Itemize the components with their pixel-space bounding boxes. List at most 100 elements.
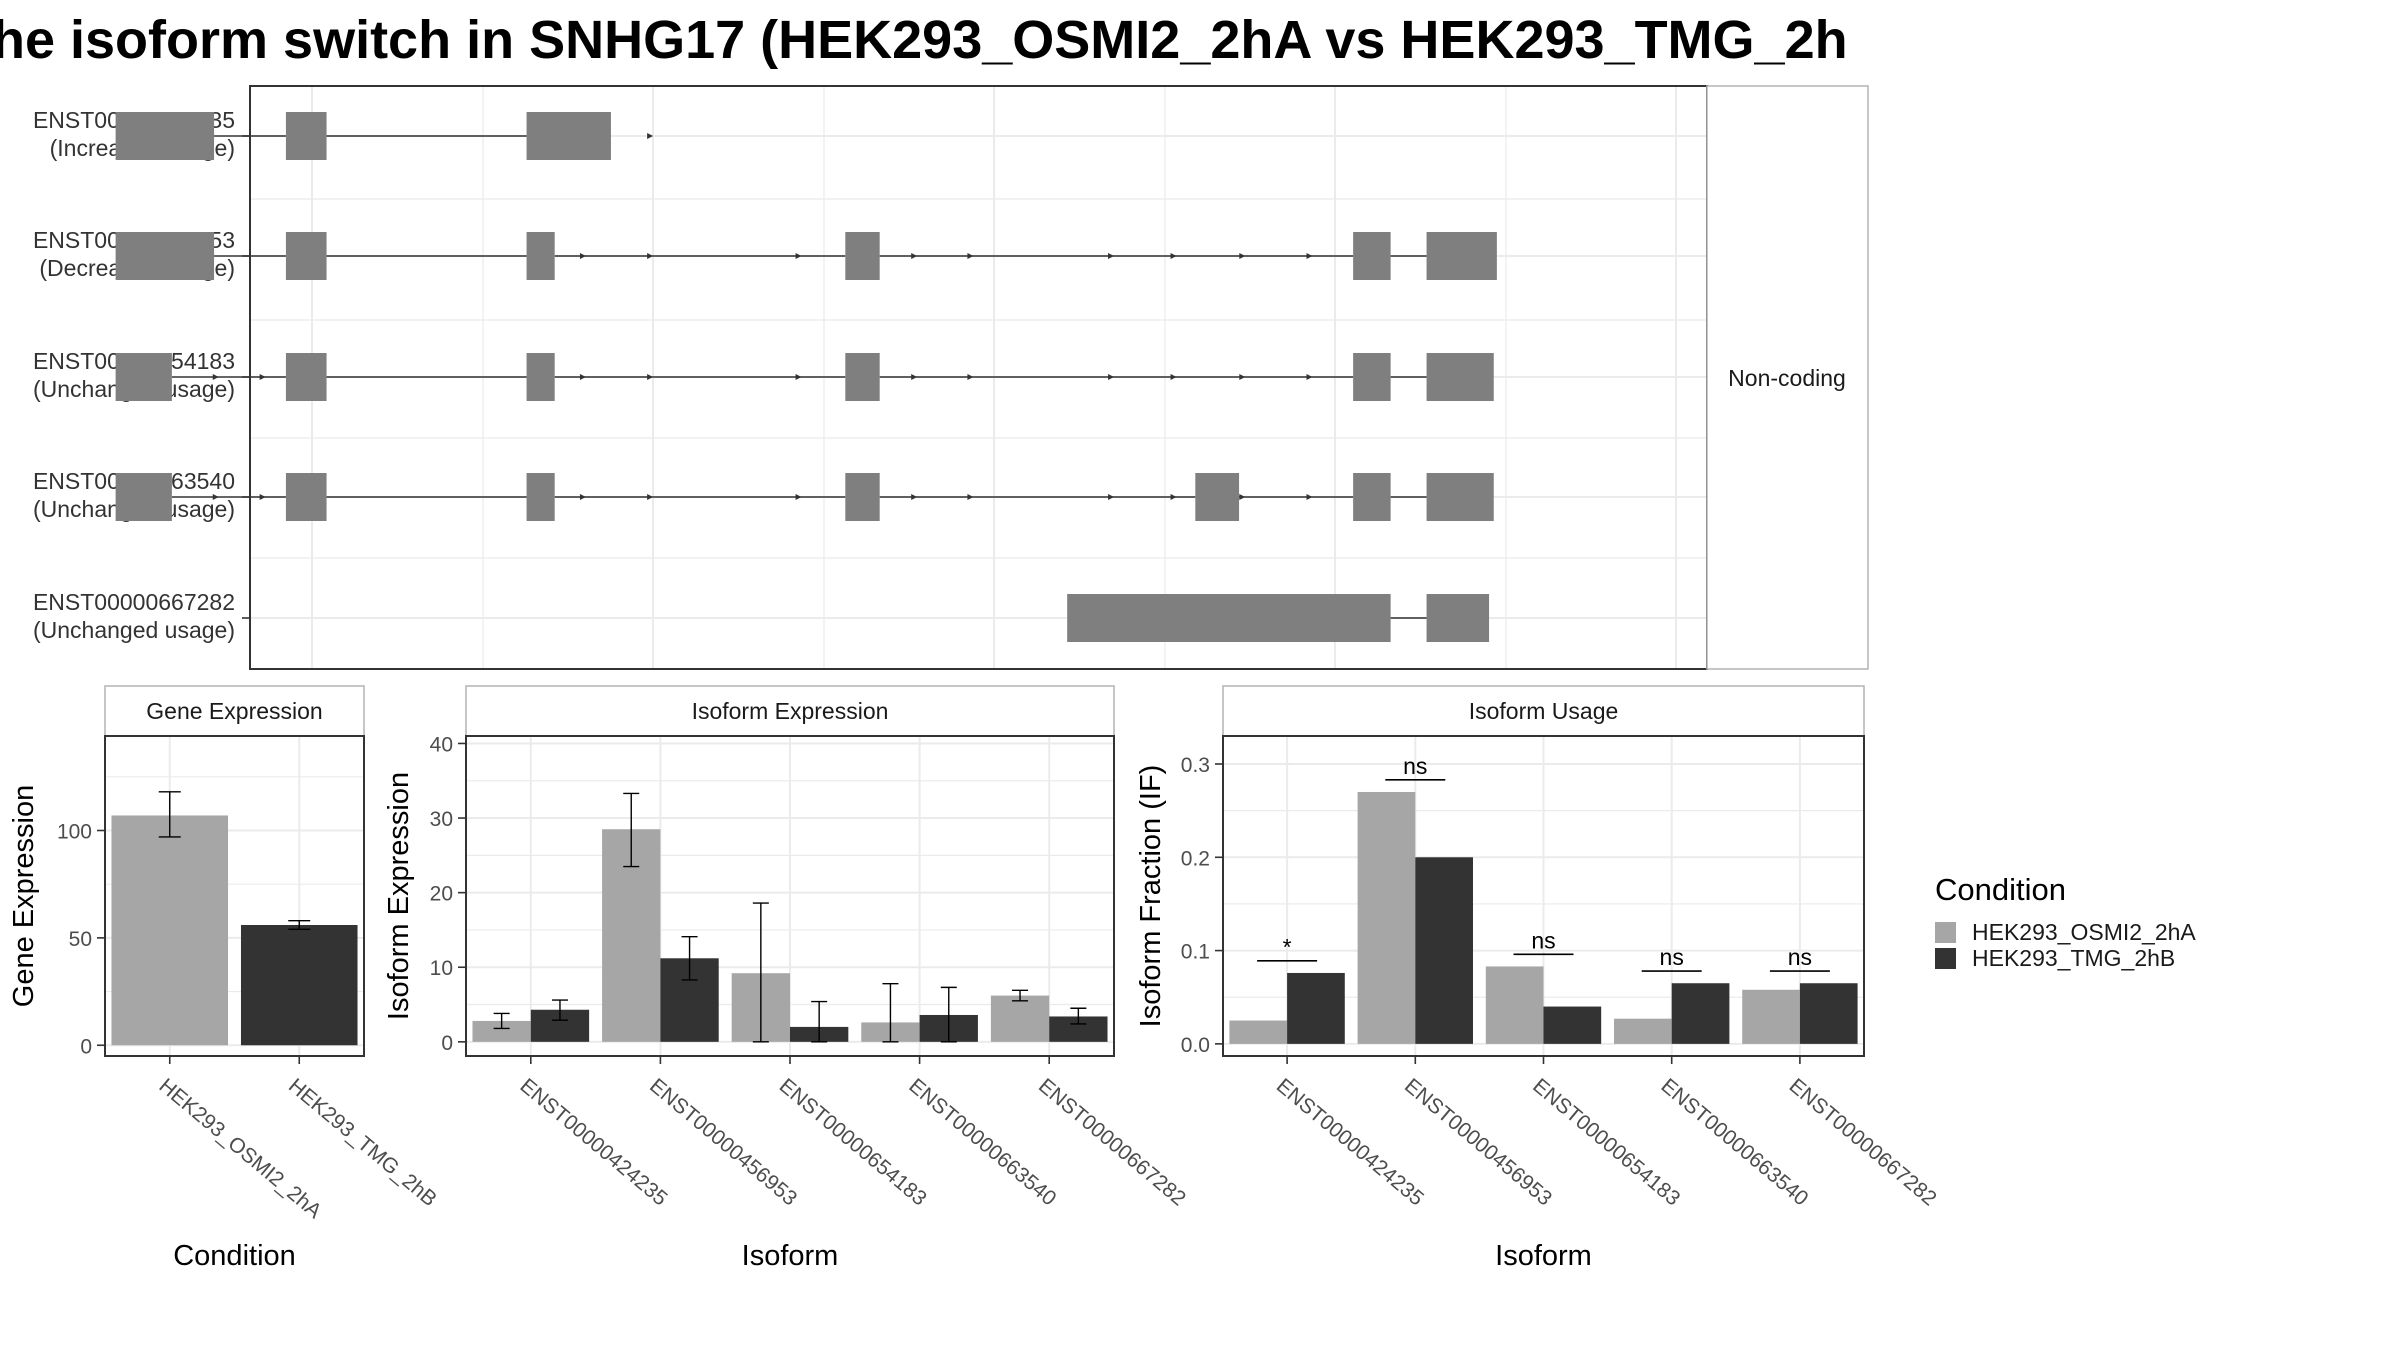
intron-direction-arrow: [212, 494, 219, 500]
y-tick-label: 40: [430, 733, 453, 756]
y-tick-label: 0: [80, 1035, 92, 1058]
bar: [1543, 1006, 1602, 1044]
intron-direction-arrow: [1170, 253, 1177, 259]
intron-direction-arrow: [911, 374, 918, 380]
exon-block: [1067, 594, 1391, 642]
significance-label: ns: [1788, 944, 1812, 970]
legend-label: HEK293_TMG_2hB: [1972, 945, 2175, 971]
y-axis-title: Isoform Fraction (IF): [1135, 765, 1167, 1028]
bar: [1742, 989, 1800, 1044]
intron-direction-arrow: [795, 374, 802, 380]
exon-block: [1426, 232, 1497, 280]
intron-direction-arrow: [1170, 494, 1177, 500]
coding-strip-label: Non-coding: [1728, 365, 1846, 391]
intron-direction-arrow: [259, 374, 266, 380]
intron-direction-arrow: [1108, 374, 1115, 380]
significance-label: ns: [1531, 927, 1555, 953]
intron-direction-arrow: [1239, 253, 1246, 259]
exon-block: [285, 473, 327, 521]
y-tick-label: 0.2: [1181, 847, 1210, 870]
gene-expression-panel: Gene Expression050100HEK293_OSMI2_2hAHEK…: [8, 685, 441, 1272]
significance-label: ns: [1660, 944, 1684, 970]
intron-direction-arrow: [967, 253, 974, 259]
transcript-row: ENST00000667282(Unchanged usage): [33, 589, 1490, 643]
exon-block: [285, 353, 327, 401]
panel-strip: [1222, 685, 1865, 737]
exon-block: [1353, 232, 1391, 280]
intron-direction-arrow: [1306, 253, 1313, 259]
coding-strip: [1706, 85, 1869, 670]
legend-swatch: [1935, 922, 1956, 943]
intron-direction-arrow: [1239, 494, 1246, 500]
intron-direction-arrow: [1108, 494, 1115, 500]
y-tick-label: 0: [441, 1032, 453, 1055]
bar: [1357, 791, 1416, 1044]
y-tick-label: 100: [57, 820, 92, 843]
intron-direction-arrow: [1108, 253, 1115, 259]
y-tick-label: 0.1: [1181, 941, 1210, 964]
intron-direction-arrow: [967, 494, 974, 500]
panel-strip-title: Isoform Usage: [1469, 698, 1619, 724]
exon-block: [845, 353, 880, 401]
exon-block: [1195, 473, 1240, 521]
transcript-row: ENST00000654183(Unchanged usage): [33, 348, 1494, 402]
intron-direction-arrow: [1306, 374, 1313, 380]
bar: [1671, 983, 1730, 1044]
bar: [1614, 1018, 1672, 1044]
exon-block: [845, 232, 880, 280]
bar: [1485, 966, 1544, 1044]
intron-direction-arrow: [259, 494, 266, 500]
legend-label: HEK293_OSMI2_2hA: [1972, 919, 2196, 945]
legend-title: Condition: [1935, 872, 2066, 907]
significance-label: ns: [1403, 753, 1427, 779]
y-tick-label: 10: [430, 957, 453, 980]
bar: [472, 1020, 531, 1042]
intron-direction-arrow: [647, 374, 654, 380]
exon-block: [1353, 353, 1391, 401]
exon-block: [526, 353, 555, 401]
transcript-structure-panel: ENST00000424235(Increased usage) ENST0000…: [33, 85, 1869, 670]
intron-direction-arrow: [579, 253, 586, 259]
legend-swatch: [1935, 948, 1956, 969]
transcript-row: ENST00000456953(Decreased usage): [33, 227, 1497, 281]
x-tick-label: ENST00000424235: [516, 1074, 672, 1210]
bar: [1229, 1020, 1288, 1044]
panel-strip-title: Isoform Expression: [692, 698, 889, 724]
y-axis-title: Isoform Expression: [383, 772, 415, 1020]
exon-block: [1426, 594, 1490, 642]
bar: [1415, 857, 1473, 1044]
bar: [990, 995, 1050, 1042]
exon-block: [1426, 353, 1494, 401]
y-tick-label: 20: [430, 883, 453, 906]
exon-block: [526, 473, 555, 521]
intron-direction-arrow: [579, 374, 586, 380]
intron-direction-arrow: [1239, 374, 1246, 380]
x-axis-title: Condition: [173, 1240, 296, 1272]
y-tick-label: 30: [430, 808, 453, 831]
x-axis-title: Isoform: [742, 1240, 839, 1272]
exon-block: [115, 112, 215, 160]
exon-block: [115, 232, 215, 280]
bar: [240, 924, 358, 1046]
x-axis-title: Isoform: [1495, 1240, 1592, 1272]
intron-direction-arrow: [647, 133, 654, 139]
exon-block: [845, 473, 880, 521]
transcript-row: ENST00000663540(Unchanged usage): [33, 468, 1494, 522]
transcript-id-label: ENST00000667282: [33, 589, 235, 615]
intron-direction-arrow: [647, 494, 654, 500]
exon-block: [1353, 473, 1391, 521]
intron-direction-arrow: [911, 253, 918, 259]
panel-border: [104, 735, 365, 1057]
panel-strip: [104, 685, 365, 737]
bar: [111, 815, 229, 1046]
y-axis-title: Gene Expression: [8, 785, 40, 1007]
bar: [1287, 972, 1345, 1044]
exon-block: [1426, 473, 1494, 521]
intron-direction-arrow: [647, 253, 654, 259]
transcript-row: ENST00000424235(Increased usage): [33, 107, 654, 161]
exon-block: [285, 112, 327, 160]
panel-strip-title: Gene Expression: [146, 698, 322, 724]
